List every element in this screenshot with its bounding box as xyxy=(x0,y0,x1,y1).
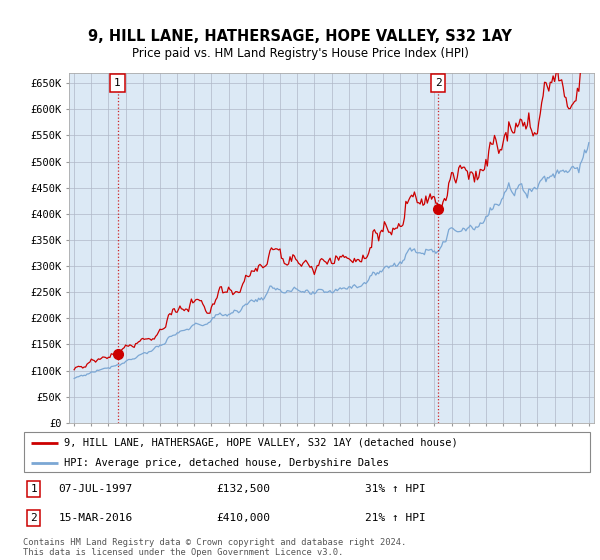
Text: 21% ↑ HPI: 21% ↑ HPI xyxy=(365,513,425,523)
Text: £410,000: £410,000 xyxy=(216,513,270,523)
Text: 9, HILL LANE, HATHERSAGE, HOPE VALLEY, S32 1AY (detached house): 9, HILL LANE, HATHERSAGE, HOPE VALLEY, S… xyxy=(64,438,458,448)
Text: 2: 2 xyxy=(30,513,37,523)
Text: Price paid vs. HM Land Registry's House Price Index (HPI): Price paid vs. HM Land Registry's House … xyxy=(131,46,469,60)
FancyBboxPatch shape xyxy=(24,432,590,473)
Text: Contains HM Land Registry data © Crown copyright and database right 2024.
This d: Contains HM Land Registry data © Crown c… xyxy=(23,538,406,557)
Text: 9, HILL LANE, HATHERSAGE, HOPE VALLEY, S32 1AY: 9, HILL LANE, HATHERSAGE, HOPE VALLEY, S… xyxy=(88,29,512,44)
Text: HPI: Average price, detached house, Derbyshire Dales: HPI: Average price, detached house, Derb… xyxy=(64,458,389,468)
Text: 2: 2 xyxy=(434,78,442,88)
Text: 15-MAR-2016: 15-MAR-2016 xyxy=(58,513,133,523)
Text: £132,500: £132,500 xyxy=(216,484,270,494)
Text: 31% ↑ HPI: 31% ↑ HPI xyxy=(365,484,425,494)
Text: 07-JUL-1997: 07-JUL-1997 xyxy=(58,484,133,494)
Text: 1: 1 xyxy=(114,78,121,88)
Text: 1: 1 xyxy=(30,484,37,494)
